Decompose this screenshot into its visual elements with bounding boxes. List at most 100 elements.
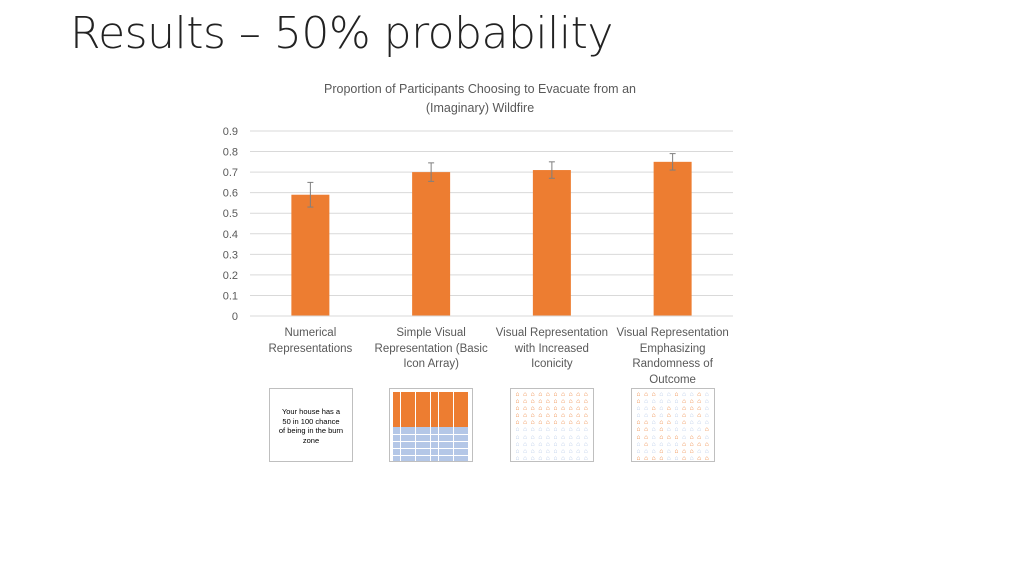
array-cell <box>393 427 400 434</box>
house-icon: ⌂ <box>651 391 656 398</box>
y-tick-label: 0.1 <box>223 290 238 302</box>
house-icon: ⌂ <box>666 405 671 413</box>
x-category-label-line: Representations <box>268 342 353 355</box>
array-cell <box>453 413 461 420</box>
house-icon: ⌂ <box>568 454 573 462</box>
array-cell <box>400 399 408 406</box>
array-cell <box>400 406 408 413</box>
array-cell <box>446 441 454 449</box>
house-icon: ⌂ <box>515 440 520 448</box>
house-icon: ⌂ <box>651 440 656 448</box>
array-cell <box>400 434 408 442</box>
house-icon: ⌂ <box>659 440 664 448</box>
house-icon: ⌂ <box>659 405 664 413</box>
array-cell <box>430 413 438 420</box>
array-cell <box>461 399 469 406</box>
y-tick-label: 0.8 <box>223 147 238 159</box>
house-icon: ⌂ <box>644 447 649 455</box>
house-icon: ⌂ <box>515 454 520 462</box>
array-cell <box>430 441 438 449</box>
array-cell <box>400 413 408 420</box>
house-icon: ⌂ <box>515 447 520 455</box>
house-icon: ⌂ <box>576 391 581 398</box>
house-icon: ⌂ <box>545 405 550 413</box>
house-icon: ⌂ <box>636 433 641 441</box>
house-icon: ⌂ <box>515 419 520 427</box>
house-icon: ⌂ <box>583 419 588 427</box>
array-cell <box>393 455 400 461</box>
array-cell <box>453 399 461 406</box>
house-icon: ⌂ <box>583 405 588 413</box>
array-cell <box>430 392 438 399</box>
house-icon: ⌂ <box>530 447 535 455</box>
array-cell <box>408 392 416 399</box>
house-icon: ⌂ <box>568 426 573 434</box>
array-cell <box>438 427 446 434</box>
array-cell <box>400 448 408 456</box>
house-icon: ⌂ <box>538 440 543 448</box>
thumb-text-line-2: 50 in 100 chance <box>282 416 340 426</box>
house-icon: ⌂ <box>697 419 702 427</box>
array-cell <box>423 441 431 449</box>
array-cell <box>430 427 438 434</box>
house-icon: ⌂ <box>697 440 702 448</box>
house-icon: ⌂ <box>644 391 649 398</box>
iconic-icon-array: ⌂ ⌂ ⌂ ⌂ ⌂ ⌂ ⌂ ⌂ ⌂ ⌂ ⌂ ⌂ ⌂ ⌂ ⌂ ⌂ ⌂ ⌂ ⌂ ⌂ ⌂ ⌂ ⌂ ⌂ ⌂ ⌂ ⌂ ⌂ ⌂ ⌂ ⌂ ⌂ ⌂ ⌂ ⌂ ⌂ ⌂ ⌂ ⌂ ⌂… <box>514 391 589 462</box>
chart-title-line-1: Proportion of Participants Choosing to E… <box>324 82 636 96</box>
house-icon: ⌂ <box>666 398 671 406</box>
thumbnail-basic-icon-array <box>389 388 473 462</box>
array-cell <box>415 455 423 461</box>
house-icon: ⌂ <box>651 433 656 441</box>
house-icon: ⌂ <box>689 454 694 462</box>
array-cell <box>430 420 438 427</box>
house-icon: ⌂ <box>515 405 520 413</box>
x-category-label: Numerical Representations <box>250 326 370 357</box>
thumb-text-line-3: of being in the burn zone <box>278 426 344 445</box>
array-cell <box>461 448 469 456</box>
house-icon: ⌂ <box>545 398 550 406</box>
house-icon: ⌂ <box>666 454 671 462</box>
house-icon: ⌂ <box>697 412 702 420</box>
house-icon: ⌂ <box>666 412 671 420</box>
x-category-label-line: with Increased <box>514 342 589 355</box>
house-icon: ⌂ <box>636 426 641 434</box>
array-cell <box>393 413 400 420</box>
x-category-label-line: Numerical <box>284 327 337 339</box>
array-cell <box>423 427 431 434</box>
house-icon: ⌂ <box>704 391 709 398</box>
house-icon: ⌂ <box>704 447 709 455</box>
error-bar <box>548 161 555 179</box>
array-cell <box>446 406 454 413</box>
array-cell <box>415 427 423 434</box>
house-icon: ⌂ <box>568 440 573 448</box>
house-icon: ⌂ <box>674 426 679 434</box>
house-icon: ⌂ <box>568 412 573 420</box>
array-cell <box>461 441 469 449</box>
house-icon: ⌂ <box>530 391 535 398</box>
house-icon: ⌂ <box>553 419 558 427</box>
house-icon: ⌂ <box>674 440 679 448</box>
array-cell <box>461 392 469 399</box>
page-title: Results – 50% probability <box>70 8 613 59</box>
array-cell <box>430 434 438 442</box>
house-icon: ⌂ <box>545 440 550 448</box>
house-icon: ⌂ <box>568 419 573 427</box>
array-cell <box>453 441 461 449</box>
array-cell <box>438 413 446 420</box>
house-icon: ⌂ <box>553 447 558 455</box>
house-icon: ⌂ <box>674 391 679 398</box>
array-cell <box>453 434 461 442</box>
array-cell <box>393 406 400 413</box>
house-icon: ⌂ <box>545 412 550 420</box>
array-cell <box>393 420 400 427</box>
array-cell <box>461 427 469 434</box>
house-icon: ⌂ <box>659 433 664 441</box>
house-icon: ⌂ <box>636 419 641 427</box>
house-icon: ⌂ <box>697 454 702 462</box>
house-icon: ⌂ <box>689 426 694 434</box>
array-cell <box>461 434 469 442</box>
array-cell <box>408 448 416 456</box>
house-icon: ⌂ <box>651 426 656 434</box>
house-icon: ⌂ <box>538 454 543 462</box>
chart-title: Proportion of Participants Choosing to E… <box>280 80 680 118</box>
